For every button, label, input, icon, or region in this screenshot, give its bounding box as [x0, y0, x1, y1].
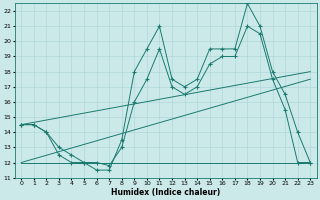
X-axis label: Humidex (Indice chaleur): Humidex (Indice chaleur)	[111, 188, 220, 197]
